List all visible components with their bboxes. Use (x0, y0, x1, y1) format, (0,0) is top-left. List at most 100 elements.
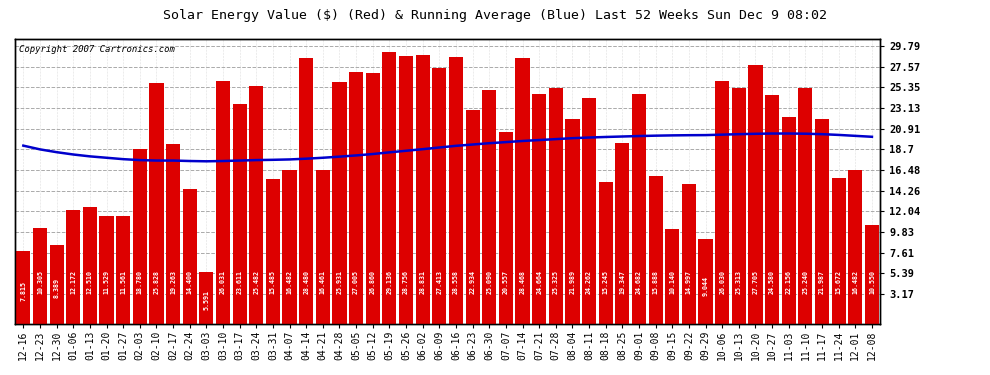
Bar (516, 58, 530, 324)
Bar (382, 52, 396, 324)
Text: 25.325: 25.325 (552, 270, 558, 294)
Bar (448, 57, 463, 324)
Text: 19.347: 19.347 (620, 270, 626, 294)
Bar (865, 225, 879, 324)
Bar (782, 117, 796, 324)
Text: 28.558: 28.558 (453, 270, 459, 294)
Text: 15.485: 15.485 (270, 270, 276, 294)
Text: 14.997: 14.997 (686, 270, 692, 294)
Text: 21.987: 21.987 (819, 270, 825, 294)
Text: Solar Energy Value ($) (Red) & Running Average (Blue) Last 52 Weeks Sun Dec 9 08: Solar Energy Value ($) (Red) & Running A… (163, 9, 827, 22)
Text: 10.550: 10.550 (869, 270, 875, 294)
Text: 16.482: 16.482 (852, 270, 858, 294)
Text: 15.888: 15.888 (652, 270, 658, 294)
Text: 15.245: 15.245 (603, 270, 609, 294)
Bar (399, 56, 413, 324)
Text: 16.461: 16.461 (320, 270, 326, 294)
Text: 27.413: 27.413 (437, 270, 443, 294)
Text: 24.664: 24.664 (537, 270, 543, 294)
Text: 29.136: 29.136 (386, 270, 392, 294)
Bar (333, 82, 346, 324)
Text: 9.044: 9.044 (703, 276, 709, 296)
Bar (632, 94, 646, 324)
Bar (33, 228, 48, 324)
Text: 24.262: 24.262 (586, 270, 592, 294)
Bar (699, 239, 713, 324)
Bar (765, 94, 779, 324)
Text: 24.580: 24.580 (769, 270, 775, 294)
Bar (665, 229, 679, 324)
Text: Copyright 2007 Cartronics.com: Copyright 2007 Cartronics.com (20, 45, 175, 54)
Bar (682, 184, 696, 324)
Bar (16, 251, 31, 324)
Bar (316, 170, 330, 324)
Text: 11.561: 11.561 (120, 270, 126, 294)
Text: 19.263: 19.263 (170, 270, 176, 294)
Bar (565, 119, 579, 324)
Bar (365, 73, 380, 324)
Bar (116, 216, 131, 324)
Bar (848, 170, 862, 324)
Text: 18.780: 18.780 (137, 270, 143, 294)
Text: 12.172: 12.172 (70, 270, 76, 294)
Bar (499, 132, 513, 324)
Bar (266, 179, 280, 324)
Text: 28.468: 28.468 (520, 270, 526, 294)
Bar (416, 55, 430, 324)
Bar (715, 81, 730, 324)
Text: 11.529: 11.529 (104, 270, 110, 294)
Bar (282, 170, 297, 324)
Text: 22.934: 22.934 (469, 270, 475, 294)
Bar (50, 246, 63, 324)
Bar (83, 207, 97, 324)
Text: 25.240: 25.240 (802, 270, 809, 294)
Bar (249, 86, 263, 324)
Text: 5.591: 5.591 (203, 290, 209, 310)
Bar (66, 210, 80, 324)
Text: 27.005: 27.005 (353, 270, 359, 294)
Bar (748, 65, 762, 324)
Bar (732, 88, 745, 324)
Text: 20.557: 20.557 (503, 270, 509, 294)
Text: 25.313: 25.313 (736, 270, 742, 294)
Bar (299, 58, 313, 324)
Text: 23.611: 23.611 (237, 270, 243, 294)
Text: 28.480: 28.480 (303, 270, 309, 294)
Bar (532, 94, 546, 324)
Text: 10.140: 10.140 (669, 270, 675, 294)
Text: 27.705: 27.705 (752, 270, 758, 294)
Text: 25.090: 25.090 (486, 270, 492, 294)
Text: 15.672: 15.672 (836, 270, 842, 294)
Bar (615, 143, 630, 324)
Text: 25.828: 25.828 (153, 270, 159, 294)
Text: 14.400: 14.400 (187, 270, 193, 294)
Bar (349, 72, 363, 324)
Text: 12.510: 12.510 (87, 270, 93, 294)
Text: 21.989: 21.989 (569, 270, 575, 294)
Text: 26.860: 26.860 (369, 270, 376, 294)
Text: 24.682: 24.682 (636, 270, 642, 294)
Bar (149, 83, 163, 324)
Bar (599, 182, 613, 324)
Text: 28.756: 28.756 (403, 270, 409, 294)
Bar (433, 68, 446, 324)
Bar (582, 98, 596, 324)
Bar (832, 178, 845, 324)
Text: 26.030: 26.030 (719, 270, 726, 294)
Text: 8.389: 8.389 (53, 279, 59, 298)
Bar (233, 104, 247, 324)
Bar (166, 144, 180, 324)
Text: 10.305: 10.305 (37, 270, 43, 294)
Text: 25.931: 25.931 (337, 270, 343, 294)
Bar (548, 88, 563, 324)
Text: 22.156: 22.156 (786, 270, 792, 294)
Bar (182, 189, 197, 324)
Text: 25.482: 25.482 (253, 270, 259, 294)
Text: 28.831: 28.831 (420, 270, 426, 294)
Bar (465, 110, 480, 324)
Bar (216, 81, 230, 324)
Bar (798, 88, 813, 324)
Bar (815, 119, 829, 324)
Bar (99, 216, 114, 324)
Bar (648, 176, 662, 324)
